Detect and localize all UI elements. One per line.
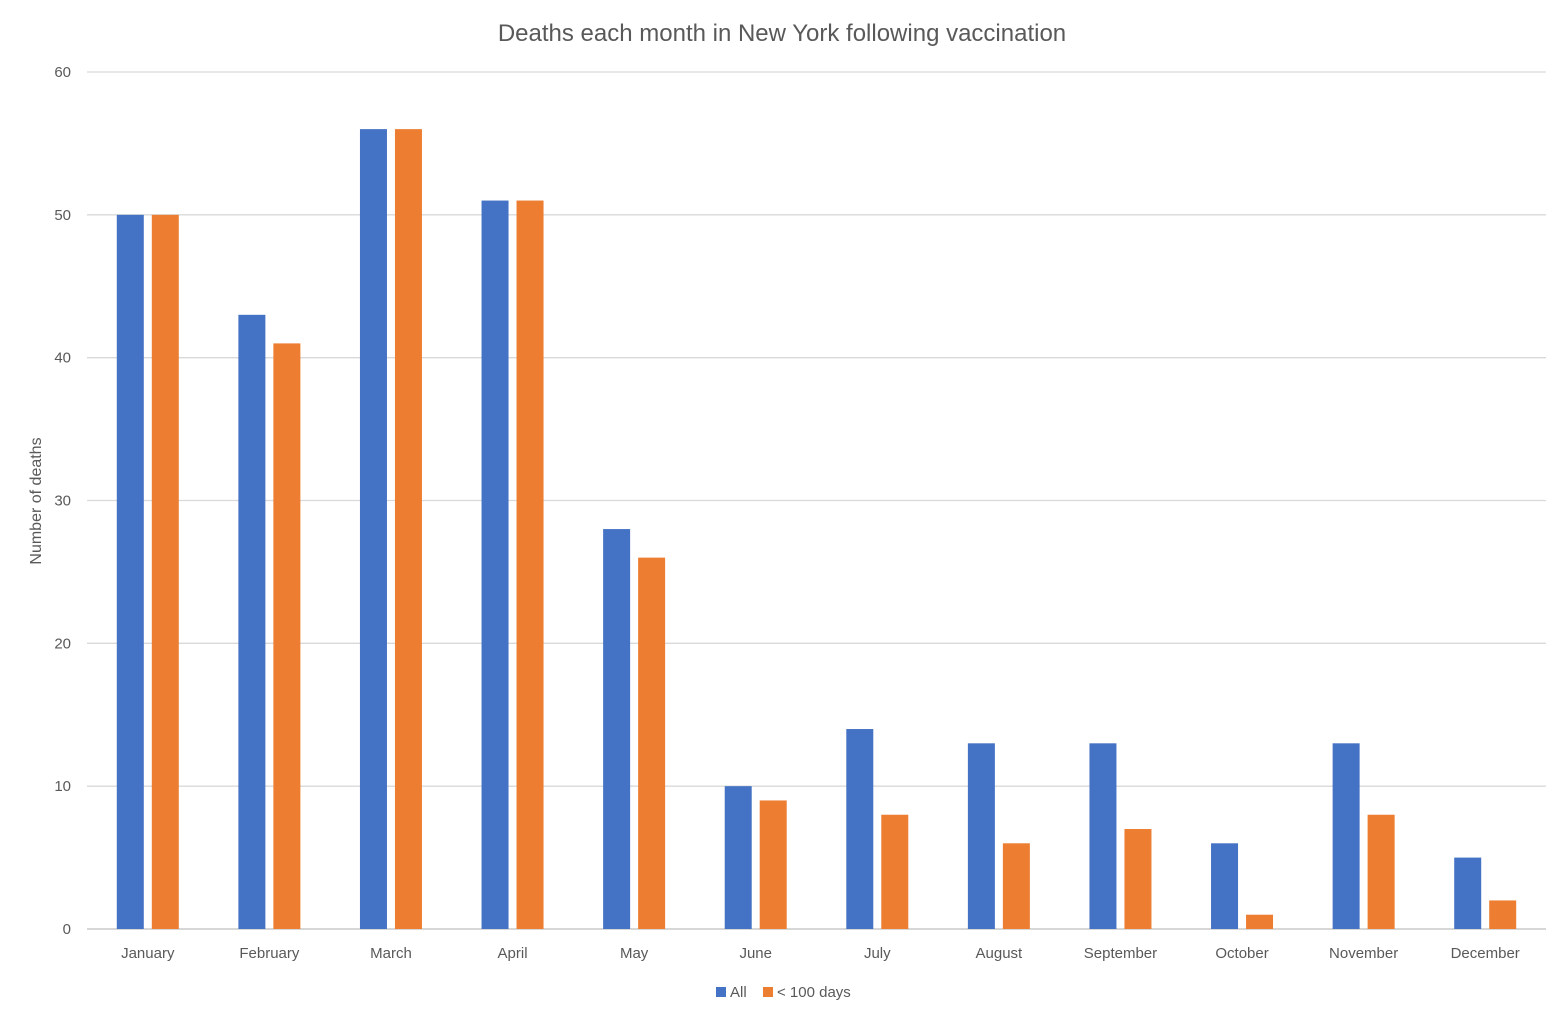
x-tick-label: November: [1329, 945, 1398, 962]
legend-swatch: [763, 987, 773, 997]
bar-all-july: [846, 729, 874, 929]
x-tick-label: May: [620, 945, 649, 962]
y-tick-label: 50: [54, 207, 71, 224]
y-tick-label: 20: [54, 635, 71, 652]
bar-all-december: [1454, 857, 1482, 929]
bar-under-100-days-june: [759, 800, 787, 929]
bar-under-100-days-may: [638, 557, 666, 929]
bar-all-march: [359, 129, 387, 930]
y-tick-label: 10: [54, 778, 71, 795]
legend-swatch: [716, 987, 726, 997]
bar-all-november: [1332, 743, 1360, 929]
bar-under-100-days-august: [1002, 843, 1030, 929]
x-tick-label: June: [739, 945, 772, 962]
legend: All < 100 days: [716, 984, 851, 1001]
x-tick-label: July: [864, 945, 891, 962]
bar-under-100-days-february: [273, 343, 301, 930]
y-axis-title: Number of deaths: [28, 437, 45, 564]
bar-all-october: [1211, 843, 1239, 929]
chart-title: Deaths each month in New York following …: [498, 20, 1066, 47]
bar-all-june: [724, 786, 752, 929]
y-tick-label: 40: [54, 350, 71, 367]
legend-label: All: [730, 984, 747, 1001]
x-tick-label: January: [121, 945, 175, 962]
x-tick-label: March: [370, 945, 412, 962]
y-axis-ticks: 0 10 20 30 40 50 60: [54, 64, 71, 938]
bar-all-september: [1089, 743, 1117, 929]
y-tick-label: 0: [63, 921, 71, 938]
bar-under-100-days-september: [1124, 829, 1152, 929]
x-tick-label: December: [1451, 945, 1520, 962]
x-axis-ticks: January February March April May June July Augu…: [121, 945, 1520, 962]
bar-under-100-days-november: [1367, 814, 1395, 929]
legend-label: < 100 days: [777, 984, 851, 1001]
y-tick-label: 60: [54, 64, 71, 81]
gridlines: [87, 71, 1546, 930]
bar-all-may: [603, 529, 631, 929]
x-tick-label: September: [1084, 945, 1157, 962]
bar-under-100-days-december: [1489, 900, 1517, 929]
bar-under-100-days-january: [151, 214, 179, 930]
y-tick-label: 30: [54, 493, 71, 510]
bar-under-100-days-april: [516, 200, 544, 930]
x-tick-label: April: [498, 945, 528, 962]
bar-under-100-days-october: [1246, 914, 1274, 929]
bar-all-january: [116, 214, 144, 930]
x-tick-label: October: [1215, 945, 1268, 962]
bar-under-100-days-july: [881, 814, 909, 929]
bar-all-february: [238, 314, 266, 930]
bar-under-100-days-march: [394, 129, 422, 930]
x-tick-label: August: [976, 945, 1024, 962]
x-tick-label: February: [239, 945, 300, 962]
bars: [116, 129, 1517, 930]
bar-all-august: [967, 743, 995, 929]
bar-all-april: [481, 200, 509, 930]
